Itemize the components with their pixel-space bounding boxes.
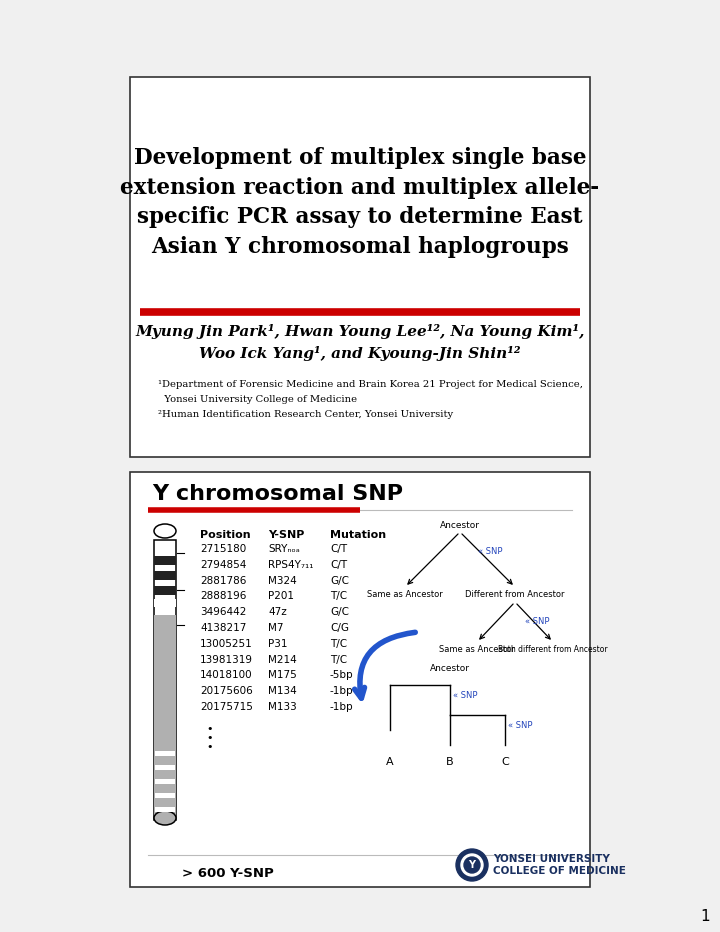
Bar [154,556,176,565]
Text: 13005251: 13005251 [200,638,253,649]
Text: 13981319: 13981319 [200,654,253,665]
Text: C/T: C/T [330,560,347,569]
Text: > 600 Y-SNP: > 600 Y-SNP [182,867,274,880]
Text: Both different from Ancestor: Both different from Ancestor [498,645,608,654]
Text: COLLEGE OF MEDICINE: COLLEGE OF MEDICINE [493,866,626,876]
Text: P31: P31 [268,638,287,649]
Bar [155,765,175,770]
Text: SRYₙₒₐ: SRYₙₒₐ [268,544,300,554]
Text: RPS4Y₇₁₁: RPS4Y₇₁₁ [268,560,313,569]
Text: ¹Department of Forensic Medicine and Brain Korea 21 Project for Medical Science,: ¹Department of Forensic Medicine and Bra… [158,380,583,389]
Text: -1bp: -1bp [330,702,354,712]
Text: 2888196: 2888196 [200,592,246,601]
Text: Ancestor: Ancestor [430,664,470,673]
Text: Same as Ancestor: Same as Ancestor [367,590,443,599]
Text: M7: M7 [268,623,284,633]
Text: 47z: 47z [268,608,287,617]
Text: M175: M175 [268,670,297,680]
Text: M214: M214 [268,654,297,665]
Text: 2715180: 2715180 [200,544,246,554]
Text: -1bp: -1bp [330,686,354,696]
Bar [154,586,176,595]
Text: •: • [207,724,213,733]
Text: G/C: G/C [330,608,349,617]
Text: 20175606: 20175606 [200,686,253,696]
Text: C: C [501,757,509,767]
Text: C/G: C/G [330,623,349,633]
Text: T/C: T/C [330,638,347,649]
Text: Woo Ick Yang¹, and Kyoung-Jin Shin¹²: Woo Ick Yang¹, and Kyoung-Jin Shin¹² [199,346,521,361]
Bar [155,751,175,756]
Circle shape [464,857,480,873]
Text: P201: P201 [268,592,294,601]
Text: Position: Position [200,530,251,540]
Text: B: B [446,757,454,767]
Text: Ancestor: Ancestor [440,521,480,530]
Text: 4138217: 4138217 [200,623,246,633]
Text: -5bp: -5bp [330,670,354,680]
Text: « SNP: « SNP [525,618,549,626]
Circle shape [461,854,483,876]
Text: Different from Ancestor: Different from Ancestor [465,590,564,599]
Text: 20175715: 20175715 [200,702,253,712]
Text: M324: M324 [268,576,297,585]
Text: 3496442: 3496442 [200,608,246,617]
Bar [130,77,590,457]
Text: Myung Jin Park¹, Hwan Young Lee¹², Na Young Kim¹,: Myung Jin Park¹, Hwan Young Lee¹², Na Yo… [135,324,585,339]
Text: •: • [207,742,213,752]
Text: « SNP: « SNP [508,720,533,730]
Bar [155,779,175,784]
Bar [154,571,176,580]
Bar [154,615,176,820]
Text: 2794854: 2794854 [200,560,246,569]
Text: Yonsei University College of Medicine: Yonsei University College of Medicine [158,395,357,404]
Bar [154,540,176,820]
Text: Development of multiplex single base
extension reaction and multiplex allele-
sp: Development of multiplex single base ext… [120,147,600,258]
Text: C/T: C/T [330,544,347,554]
Text: « SNP: « SNP [478,547,503,556]
Text: Y-SNP: Y-SNP [268,530,305,540]
Text: 14018100: 14018100 [200,670,253,680]
Text: 1: 1 [701,909,710,924]
Text: « SNP: « SNP [453,691,477,700]
Text: G/C: G/C [330,576,349,585]
Text: 2881786: 2881786 [200,576,246,585]
Text: T/C: T/C [330,592,347,601]
Text: Mutation: Mutation [330,530,386,540]
Text: M133: M133 [268,702,297,712]
Bar [154,599,176,607]
Bar [155,807,175,812]
Text: M134: M134 [268,686,297,696]
Text: YONSEI UNIVERSITY: YONSEI UNIVERSITY [493,854,610,864]
Text: ²Human Identification Research Center, Yonsei University: ²Human Identification Research Center, Y… [158,410,453,419]
Ellipse shape [154,524,176,538]
Text: Y chromosomal SNP: Y chromosomal SNP [152,484,403,504]
Circle shape [456,849,488,881]
Text: A: A [386,757,394,767]
Bar [155,793,175,798]
Text: •: • [207,733,213,743]
Text: Y: Y [469,860,475,870]
Text: Same as Ancestor: Same as Ancestor [439,645,515,654]
Ellipse shape [154,811,176,825]
Bar [130,472,590,887]
Text: T/C: T/C [330,654,347,665]
